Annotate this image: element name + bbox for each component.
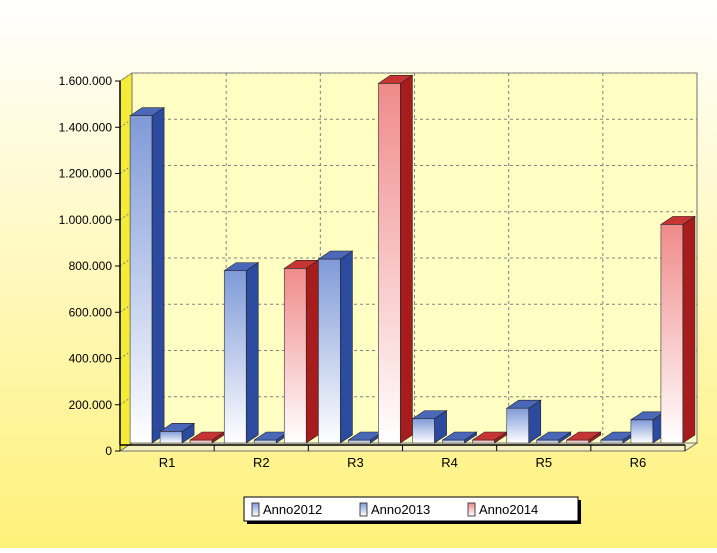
- x-tick-label: R2: [253, 455, 270, 470]
- bar-top: [129, 107, 166, 116]
- y-tick-label: 400.000: [69, 352, 113, 366]
- legend-label: Anno2013: [371, 502, 430, 517]
- bar-front: [412, 418, 435, 444]
- legend-item-Anno2014: Anno2014: [467, 502, 538, 517]
- plot-floor: [118, 442, 699, 452]
- bar-front: [253, 439, 277, 444]
- legend-swatch: [359, 502, 368, 517]
- bar-Anno2014-R2: [283, 259, 320, 444]
- bar-front: [506, 407, 530, 444]
- bar-Anno2013-R6: [629, 411, 666, 444]
- bars: [129, 74, 696, 444]
- bar-front: [442, 439, 465, 444]
- bar-Anno2012-R4: [411, 410, 448, 444]
- x-tick-label: R3: [347, 455, 364, 470]
- bar-side: [305, 259, 319, 444]
- bar-side: [151, 107, 165, 444]
- bar-front: [630, 419, 654, 444]
- bar-front: [536, 439, 560, 444]
- bar-front: [600, 439, 624, 444]
- bar-Anno2013-R5: [535, 431, 572, 444]
- bar-top: [441, 431, 478, 441]
- bar-Anno2012-R5: [505, 399, 542, 444]
- bar-Anno2013-R1: [159, 422, 196, 444]
- bar-top: [565, 431, 602, 441]
- bar-Anno2014-R6: [659, 215, 696, 444]
- bar-Anno2012-R1: [129, 107, 166, 444]
- y-tick-label: 600.000: [69, 305, 113, 319]
- bar-side: [245, 262, 259, 444]
- bar-Anno2014-R5: [565, 431, 602, 444]
- legend-label: Anno2014: [479, 502, 538, 517]
- bar-front: [472, 439, 495, 444]
- y-axis: 0 200.000 400.000 600.000 800.000 1.000.000 1.…: [59, 74, 121, 458]
- legend-box: [243, 496, 579, 522]
- bar-top: [535, 431, 572, 441]
- x-tick-label: R4: [441, 455, 458, 470]
- legend-swatch: [251, 502, 260, 517]
- bar-Anno2012-R6: [599, 431, 636, 444]
- legend-label: Anno2012: [263, 502, 322, 517]
- legend-swatch: [467, 502, 476, 517]
- legend-item-Anno2012: Anno2012: [251, 502, 322, 517]
- x-tick-label: R5: [535, 455, 552, 470]
- bar-front: [318, 258, 341, 444]
- bar-top: [377, 75, 414, 84]
- bar-front: [159, 431, 183, 444]
- bar-side: [682, 215, 696, 444]
- y-tick-label: 1.600.000: [59, 74, 113, 88]
- bar-front: [660, 224, 684, 444]
- x-tick-label: R1: [159, 455, 176, 470]
- bar-Anno2012-R3: [317, 250, 354, 444]
- y-tick-label: 1.200.000: [59, 167, 113, 181]
- bar-side: [400, 74, 413, 444]
- bar-side: [340, 250, 353, 444]
- bar-front: [189, 439, 213, 444]
- bar-Anno2012-R2: [223, 262, 260, 444]
- bar-front: [348, 439, 371, 444]
- bar-front: [378, 83, 401, 444]
- bar-top: [159, 423, 196, 432]
- bar-front: [129, 115, 153, 444]
- bar-front: [223, 270, 247, 444]
- bar-top: [411, 410, 448, 419]
- legend-item-Anno2013: Anno2013: [359, 502, 430, 517]
- bar-Anno2013-R4: [441, 431, 478, 444]
- y-tick-label: 800.000: [69, 259, 113, 273]
- bar-top: [505, 399, 542, 409]
- bar-top: [223, 262, 260, 271]
- y-tick-label: 1.400.000: [59, 120, 113, 134]
- bar-top: [659, 216, 696, 225]
- bar-front: [566, 439, 590, 444]
- bar-Anno2014-R3: [377, 74, 414, 444]
- y-tick-label: 1.000.000: [59, 213, 113, 227]
- x-tick-label: R6: [630, 455, 647, 470]
- legend: Anno2012 Anno2013 Anno2014: [243, 496, 581, 524]
- y-tick-label: 200.000: [69, 398, 113, 412]
- grid-line-wall: [119, 72, 133, 82]
- bar-Anno2013-R2: [253, 431, 290, 444]
- bar-front: [283, 268, 307, 444]
- y-tick-label: 0: [105, 444, 112, 458]
- x-axis: R1 R2 R3 R4 R5 R6: [119, 444, 686, 470]
- bar-top: [317, 250, 354, 260]
